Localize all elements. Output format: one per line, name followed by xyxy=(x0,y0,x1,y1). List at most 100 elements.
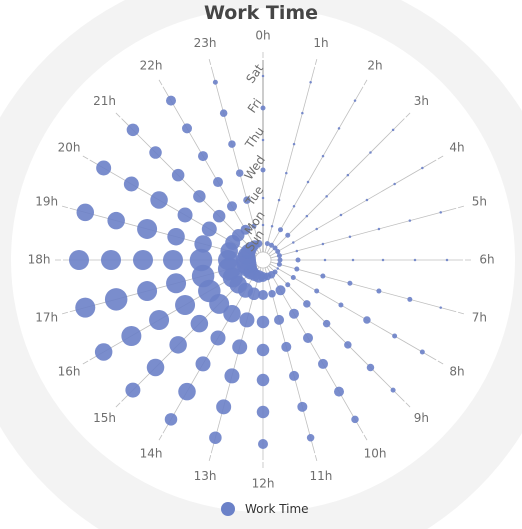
point-Wed-14h[interactable] xyxy=(210,330,226,346)
point-Thu-0h[interactable] xyxy=(261,138,265,142)
point-Sun-7h[interactable] xyxy=(276,261,282,267)
point-Sun-8h[interactable] xyxy=(276,267,279,270)
point-Wed-10h[interactable] xyxy=(303,332,313,343)
point-Wed-4h[interactable] xyxy=(339,213,343,217)
point-Wed-17h[interactable] xyxy=(166,273,187,294)
point-Mon-2h[interactable] xyxy=(278,227,283,233)
point-Fri-12h[interactable] xyxy=(256,405,270,419)
point-Tue-23h[interactable] xyxy=(243,196,251,204)
point-Mon-1h[interactable] xyxy=(270,224,274,228)
point-Mon-3h[interactable] xyxy=(285,232,291,238)
point-Fri-13h[interactable] xyxy=(216,399,232,415)
point-Thu-18h[interactable] xyxy=(133,250,153,270)
point-Thu-2h[interactable] xyxy=(321,154,325,158)
point-Sat-7h[interactable] xyxy=(439,306,442,309)
point-Mon-22h[interactable] xyxy=(240,224,251,235)
point-Sat-21h[interactable] xyxy=(126,123,140,137)
point-Wed-9h[interactable] xyxy=(322,319,331,328)
point-Sat-5h[interactable] xyxy=(439,211,442,214)
point-Mon-4h[interactable] xyxy=(292,241,295,244)
point-Tue-8h[interactable] xyxy=(314,288,320,294)
point-Tue-14h[interactable] xyxy=(223,304,241,323)
point-Thu-17h[interactable] xyxy=(137,281,158,302)
point-Wed-23h[interactable] xyxy=(235,169,244,177)
point-Wed-16h[interactable] xyxy=(175,295,196,315)
point-Sat-12h[interactable] xyxy=(258,439,268,449)
point-Sun-3h[interactable] xyxy=(272,245,278,251)
point-Tue-6h[interactable] xyxy=(323,258,327,262)
point-Sun-23h[interactable] xyxy=(254,239,263,248)
point-Wed-20h[interactable] xyxy=(177,207,193,223)
point-Tue-13h[interactable] xyxy=(239,312,255,328)
point-Tue-7h[interactable] xyxy=(320,273,326,279)
point-Tue-18h[interactable] xyxy=(189,248,213,272)
point-Thu-23h[interactable] xyxy=(228,140,236,148)
point-Fri-23h[interactable] xyxy=(219,109,228,117)
legend-label[interactable]: Work Time xyxy=(245,502,309,516)
point-Sun-5h[interactable] xyxy=(276,253,282,259)
point-Sat-4h[interactable] xyxy=(421,166,424,170)
point-Wed-13h[interactable] xyxy=(232,339,248,355)
point-Mon-9h[interactable] xyxy=(285,282,291,288)
point-Thu-16h[interactable] xyxy=(149,310,170,330)
point-Wed-12h[interactable] xyxy=(256,343,270,357)
point-Tue-3h[interactable] xyxy=(305,214,309,218)
point-Mon-10h[interactable] xyxy=(275,285,286,296)
point-Sun-2h[interactable] xyxy=(269,242,274,248)
point-Thu-6h[interactable] xyxy=(381,258,385,262)
point-Mon-6h[interactable] xyxy=(295,257,301,263)
point-Sat-19h[interactable] xyxy=(76,203,95,222)
point-Thu-12h[interactable] xyxy=(256,373,270,387)
point-Fri-15h[interactable] xyxy=(146,358,165,377)
point-Wed-5h[interactable] xyxy=(348,235,352,238)
point-Tue-11h[interactable] xyxy=(274,314,285,325)
point-Tue-0h[interactable] xyxy=(261,196,265,200)
point-Mon-23h[interactable] xyxy=(251,223,257,229)
point-Wed-19h[interactable] xyxy=(167,227,185,246)
point-Fri-10h[interactable] xyxy=(334,386,344,397)
point-Fri-18h[interactable] xyxy=(101,250,121,270)
point-Tue-12h[interactable] xyxy=(256,315,270,329)
point-Thu-21h[interactable] xyxy=(171,168,185,182)
point-Sat-3h[interactable] xyxy=(391,128,395,132)
point-Mon-0h[interactable] xyxy=(261,223,265,227)
point-Fri-20h[interactable] xyxy=(123,176,139,192)
point-Mon-7h[interactable] xyxy=(294,266,300,272)
point-Sun-1h[interactable] xyxy=(264,241,270,247)
point-Wed-3h[interactable] xyxy=(325,195,328,198)
point-Thu-10h[interactable] xyxy=(318,358,328,369)
point-Wed-1h[interactable] xyxy=(285,171,288,175)
point-Fri-1h[interactable] xyxy=(301,111,304,115)
point-Sat-2h[interactable] xyxy=(353,99,357,102)
point-Thu-1h[interactable] xyxy=(292,142,296,146)
point-Fri-3h[interactable] xyxy=(369,151,372,154)
point-Sat-18h[interactable] xyxy=(69,250,89,270)
point-Sat-14h[interactable] xyxy=(164,413,178,426)
point-Sat-1h[interactable] xyxy=(309,81,312,84)
point-Sat-8h[interactable] xyxy=(419,349,425,355)
point-Fri-2h[interactable] xyxy=(337,127,341,130)
point-Tue-20h[interactable] xyxy=(201,221,217,237)
point-Tue-4h[interactable] xyxy=(315,227,318,231)
point-Fri-19h[interactable] xyxy=(107,211,125,230)
point-Mon-12h[interactable] xyxy=(258,290,268,300)
point-Tue-21h[interactable] xyxy=(212,209,226,223)
point-Sat-11h[interactable] xyxy=(306,433,315,442)
point-Tue-22h[interactable] xyxy=(227,201,237,212)
point-Wed-11h[interactable] xyxy=(281,341,292,352)
point-Fri-17h[interactable] xyxy=(104,288,128,311)
point-Sun-4h[interactable] xyxy=(275,249,281,254)
point-Wed-15h[interactable] xyxy=(190,314,209,333)
point-Tue-9h[interactable] xyxy=(303,300,311,308)
point-Sat-15h[interactable] xyxy=(125,382,141,398)
point-Fri-16h[interactable] xyxy=(121,326,142,346)
point-Wed-22h[interactable] xyxy=(213,177,223,188)
point-Tue-2h[interactable] xyxy=(292,205,296,208)
point-Thu-7h[interactable] xyxy=(376,288,382,294)
point-Sat-6h[interactable] xyxy=(445,258,449,262)
point-Sat-0h[interactable] xyxy=(261,74,265,78)
point-Fri-7h[interactable] xyxy=(407,296,413,302)
point-Fri-5h[interactable] xyxy=(408,219,412,222)
point-Fri-9h[interactable] xyxy=(366,363,375,372)
point-Thu-9h[interactable] xyxy=(344,341,352,349)
